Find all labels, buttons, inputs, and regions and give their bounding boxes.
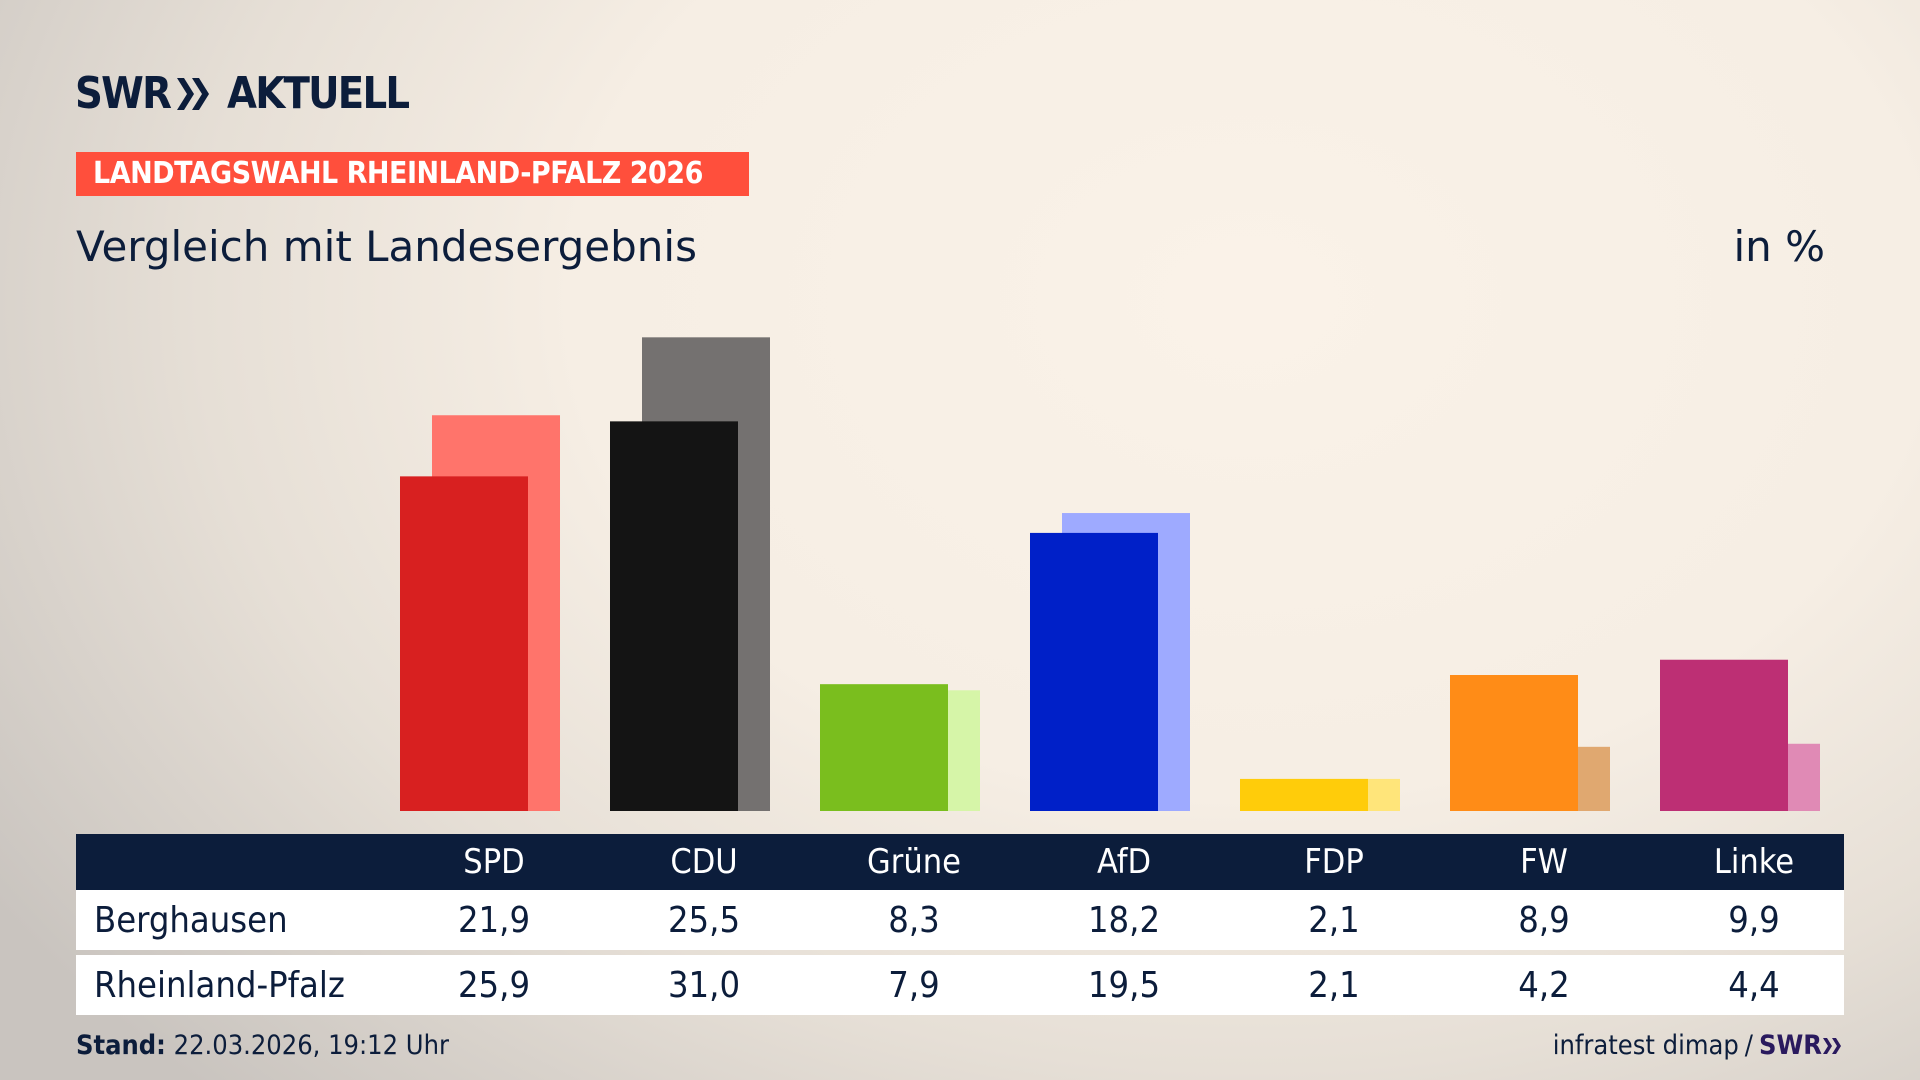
value-cell: 4,4 bbox=[1728, 964, 1780, 1006]
value-cell: 2,1 bbox=[1308, 899, 1360, 941]
logo-suffix: AKTUELL bbox=[227, 68, 410, 119]
column-header-spd: SPD bbox=[463, 842, 525, 882]
column-header-fdp: FDP bbox=[1304, 842, 1364, 882]
separator: / bbox=[1744, 1030, 1753, 1061]
column-header-cdu: CDU bbox=[670, 842, 738, 882]
stand-label: Stand: bbox=[76, 1030, 166, 1061]
bar-afd-berghausen bbox=[1030, 532, 1158, 811]
value-cell: 18,2 bbox=[1087, 899, 1161, 941]
value-cell: 25,9 bbox=[457, 964, 531, 1006]
row-label: Rheinland-Pfalz bbox=[94, 964, 345, 1006]
swr-aktuell-logo: SWR AKTUELL bbox=[75, 68, 433, 119]
chart-title: Vergleich mit Landesergebnis bbox=[76, 222, 697, 271]
bar-chart bbox=[400, 337, 1820, 811]
value-cell: 8,9 bbox=[1518, 899, 1570, 941]
timestamp: Stand: 22.03.2026, 19:12 Uhr bbox=[76, 1030, 449, 1061]
chevrons-icon bbox=[1823, 1037, 1841, 1054]
logo-text: SWR bbox=[75, 68, 172, 119]
bar-linke-berghausen bbox=[1660, 659, 1788, 811]
table-row-rheinland-pfalz: Rheinland-Pfalz 25,9 31,0 7,9 19,5 2,1 4,2 4,4 bbox=[76, 955, 1844, 1015]
table-header: SPD CDU Grüne AfD FDP FW Linke bbox=[76, 834, 1844, 890]
swr-footer-logo: SWR bbox=[1758, 1030, 1822, 1061]
column-header-fw: FW bbox=[1520, 842, 1568, 882]
source-name: infratest dimap bbox=[1552, 1030, 1739, 1061]
value-cell: 25,5 bbox=[667, 899, 741, 941]
column-header-linke: Linke bbox=[1713, 842, 1795, 882]
bar-gruene-berghausen bbox=[820, 684, 948, 811]
column-header-grüne: Grüne bbox=[867, 842, 961, 882]
value-cell: 2,1 bbox=[1308, 964, 1360, 1006]
chevrons-icon bbox=[177, 77, 210, 110]
bar-fw-berghausen bbox=[1450, 675, 1578, 811]
row-label: Berghausen bbox=[94, 899, 288, 941]
value-cell: 7,9 bbox=[888, 964, 940, 1006]
bar-spd-berghausen bbox=[400, 476, 528, 811]
stand-value: 22.03.2026, 19:12 Uhr bbox=[173, 1030, 449, 1061]
table-row-berghausen: Berghausen 21,9 25,5 8,3 18,2 2,1 8,9 9,9 bbox=[76, 890, 1844, 950]
bar-fdp-berghausen bbox=[1240, 778, 1368, 811]
value-cell: 8,3 bbox=[888, 899, 940, 941]
value-cell: 9,9 bbox=[1728, 899, 1780, 941]
election-banner: LANDTAGSWAHL RHEINLAND-PFALZ 2026 bbox=[76, 152, 749, 196]
unit-label: in % bbox=[1733, 222, 1825, 271]
value-cell: 21,9 bbox=[457, 899, 531, 941]
value-cell: 31,0 bbox=[667, 964, 741, 1006]
bar-cdu-berghausen bbox=[610, 421, 738, 811]
source-credit: infratest dimap / SWR bbox=[1553, 1030, 1844, 1061]
value-cell: 4,2 bbox=[1518, 964, 1570, 1006]
column-header-afd: AfD bbox=[1096, 842, 1152, 882]
value-cell: 19,5 bbox=[1087, 964, 1161, 1006]
